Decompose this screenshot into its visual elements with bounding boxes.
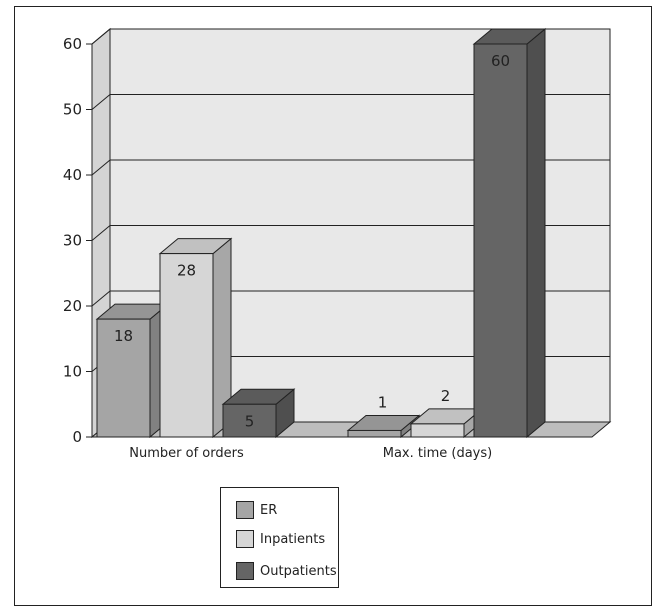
bar bbox=[473, 43, 528, 438]
y-tick-label: 50 bbox=[63, 101, 82, 119]
legend-swatch-inpatients bbox=[236, 530, 254, 548]
data-label: 28 bbox=[177, 262, 196, 280]
data-label: 60 bbox=[491, 52, 510, 70]
chart-frame bbox=[14, 6, 652, 606]
bar bbox=[159, 253, 214, 438]
y-tick-label: 0 bbox=[72, 428, 82, 446]
legend-label-er: ER bbox=[260, 502, 278, 518]
bar bbox=[96, 318, 151, 438]
y-tick-label: 10 bbox=[63, 363, 82, 381]
data-label: 2 bbox=[441, 387, 451, 405]
bar bbox=[222, 403, 277, 438]
legend-item-inpatients: Inpatients bbox=[236, 530, 325, 548]
bar bbox=[410, 423, 465, 438]
data-label: 1 bbox=[378, 393, 388, 411]
legend-label-inpatients: Inpatients bbox=[260, 531, 326, 547]
x-category-label: Number of orders bbox=[129, 446, 244, 461]
gridline-side bbox=[91, 94, 111, 110]
y-tick-label: 40 bbox=[63, 166, 82, 184]
y-tick-label: 30 bbox=[63, 232, 82, 250]
legend-swatch-outpatients bbox=[236, 562, 254, 580]
gridline-side bbox=[91, 159, 111, 176]
gridline-side bbox=[91, 28, 111, 45]
gridline-side bbox=[91, 225, 111, 241]
x-category-label: Max. time (days) bbox=[383, 446, 492, 461]
data-label: 18 bbox=[114, 327, 133, 345]
legend-item-outpatients: Outpatients bbox=[236, 562, 337, 580]
legend-label-outpatients: Outpatients bbox=[260, 563, 337, 579]
gridline-side bbox=[91, 290, 111, 307]
y-tick-label: 60 bbox=[63, 35, 82, 53]
bar bbox=[347, 429, 402, 438]
legend-swatch-er bbox=[236, 501, 254, 519]
legend: ER Inpatients Outpatients bbox=[220, 487, 339, 588]
y-tick-label: 20 bbox=[63, 297, 82, 315]
data-label: 5 bbox=[245, 412, 255, 430]
legend-item-er: ER bbox=[236, 501, 277, 519]
bar-side bbox=[526, 27, 546, 439]
